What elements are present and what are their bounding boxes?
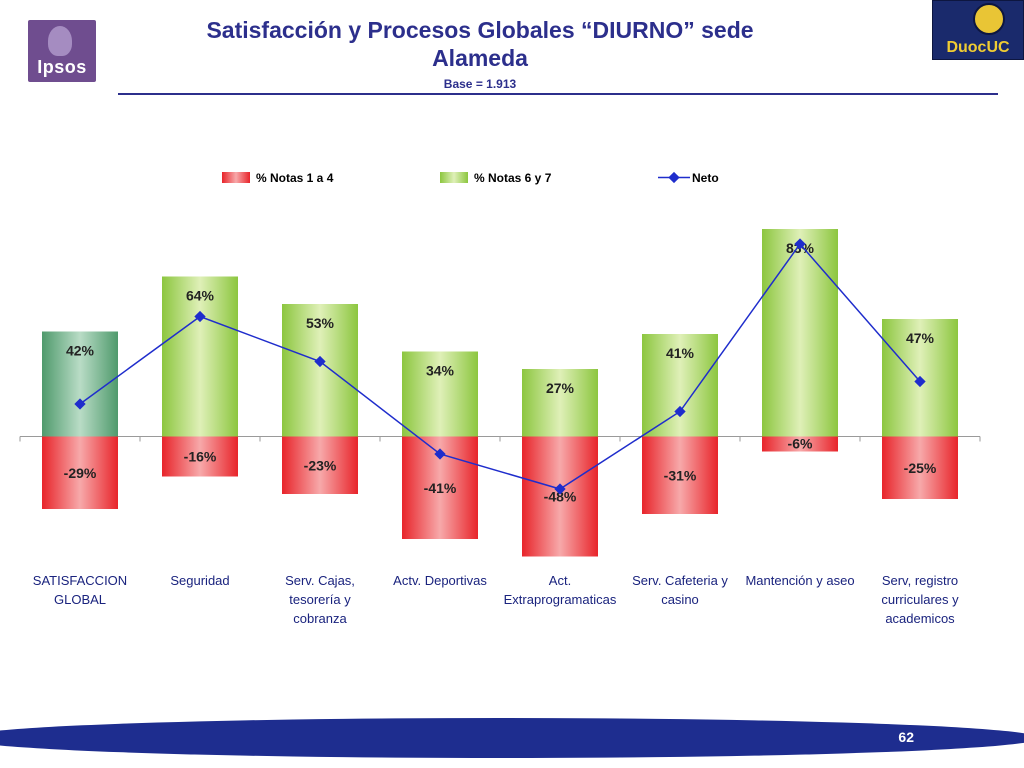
neto-point-5 — [674, 405, 686, 418]
ipsos-logo-text: Ipsos — [37, 57, 87, 77]
duoc-seal-icon — [973, 3, 1005, 35]
data-label-negative-0: -29% — [64, 465, 97, 481]
page-title-line1: Satisfacción y Procesos Globales “DIURNO… — [206, 17, 754, 43]
legend-swatch-0 — [222, 172, 250, 183]
bar-negative-4 — [522, 436, 598, 557]
footer-band — [0, 718, 1024, 758]
legend-label-2: Neto — [692, 171, 719, 185]
legend-label-1: % Notas 6 y 7 — [474, 171, 552, 185]
bar-negative-0 — [42, 436, 118, 509]
data-label-positive-1: 64% — [186, 288, 215, 304]
x-tick-label-2-1: tesorería y — [289, 592, 351, 607]
x-tick-label-2-0: Serv. Cajas, — [285, 573, 355, 588]
x-tick-label-6-0: Mantención y aseo — [745, 573, 854, 588]
data-label-positive-7: 47% — [906, 330, 935, 346]
neto-point-6 — [794, 238, 806, 250]
page-number: 62 — [898, 729, 914, 745]
x-tick-label-1-0: Seguridad — [170, 573, 229, 588]
legend-marker-2 — [668, 171, 680, 184]
bar-positive-0 — [42, 331, 118, 437]
data-label-negative-5: -31% — [664, 467, 697, 483]
x-tick-label-7-1: curriculares y — [881, 592, 959, 607]
neto-point-4 — [554, 483, 566, 495]
x-tick-label-5-0: Serv. Cafeteria y — [632, 573, 728, 588]
neto-point-2 — [314, 355, 326, 368]
bar-negative-5 — [642, 436, 718, 514]
page-title-line2: Alameda — [432, 45, 528, 71]
bar-negative-2 — [282, 436, 358, 494]
page-title: Satisfacción y Procesos Globales “DIURNO… — [150, 16, 810, 72]
bar-positive-1 — [162, 276, 238, 437]
x-tick-label-4-1: Extraprogramaticas — [504, 592, 617, 607]
bar-positive-4 — [522, 369, 598, 437]
ipsos-logo: Ipsos — [28, 20, 96, 82]
x-tick-label-5-1: casino — [661, 592, 699, 607]
data-label-negative-3: -41% — [424, 480, 457, 496]
x-tick-label-7-2: academicos — [885, 611, 955, 626]
legend-swatch-1 — [440, 172, 468, 183]
duoc-logo: DuocUC — [932, 0, 1024, 60]
neto-point-7 — [914, 375, 926, 388]
data-label-negative-4: -48% — [544, 489, 577, 505]
data-label-negative-6: -6% — [788, 436, 813, 452]
neto-line — [79, 242, 921, 490]
bar-negative-6 — [762, 436, 838, 452]
x-tick-label-3-0: Actv. Deportivas — [393, 573, 487, 588]
bar-negative-7 — [882, 436, 958, 499]
bar-positive-3 — [402, 351, 478, 437]
data-label-positive-2: 53% — [306, 315, 335, 331]
title-divider — [118, 93, 998, 95]
page-subtitle: Base = 1.913 — [443, 77, 517, 91]
bar-positive-2 — [282, 304, 358, 437]
data-label-positive-5: 41% — [666, 345, 695, 361]
x-tick-label-2-2: cobranza — [293, 611, 347, 626]
x-tick-label-0-1: GLOBAL — [54, 592, 106, 607]
x-tick-label-0-0: SATISFACCION — [33, 573, 127, 588]
ipsos-head-icon — [48, 26, 72, 56]
data-label-negative-2: -23% — [304, 457, 337, 473]
data-label-positive-0: 42% — [66, 343, 95, 359]
legend-label-0: % Notas 1 a 4 — [256, 171, 334, 185]
duoc-logo-text: DuocUC — [946, 39, 1010, 56]
x-tick-label-7-0: Serv, registro — [882, 573, 958, 588]
bar-negative-1 — [162, 436, 238, 477]
data-label-positive-3: 34% — [426, 363, 455, 379]
bar-positive-6 — [762, 229, 838, 437]
neto-point-3 — [434, 448, 446, 460]
data-label-negative-1: -16% — [184, 449, 217, 465]
neto-point-1 — [194, 310, 206, 323]
data-label-negative-7: -25% — [904, 460, 937, 476]
data-label-positive-4: 27% — [546, 380, 575, 396]
x-tick-label-4-0: Act. — [549, 573, 571, 588]
bar-positive-5 — [642, 334, 718, 437]
